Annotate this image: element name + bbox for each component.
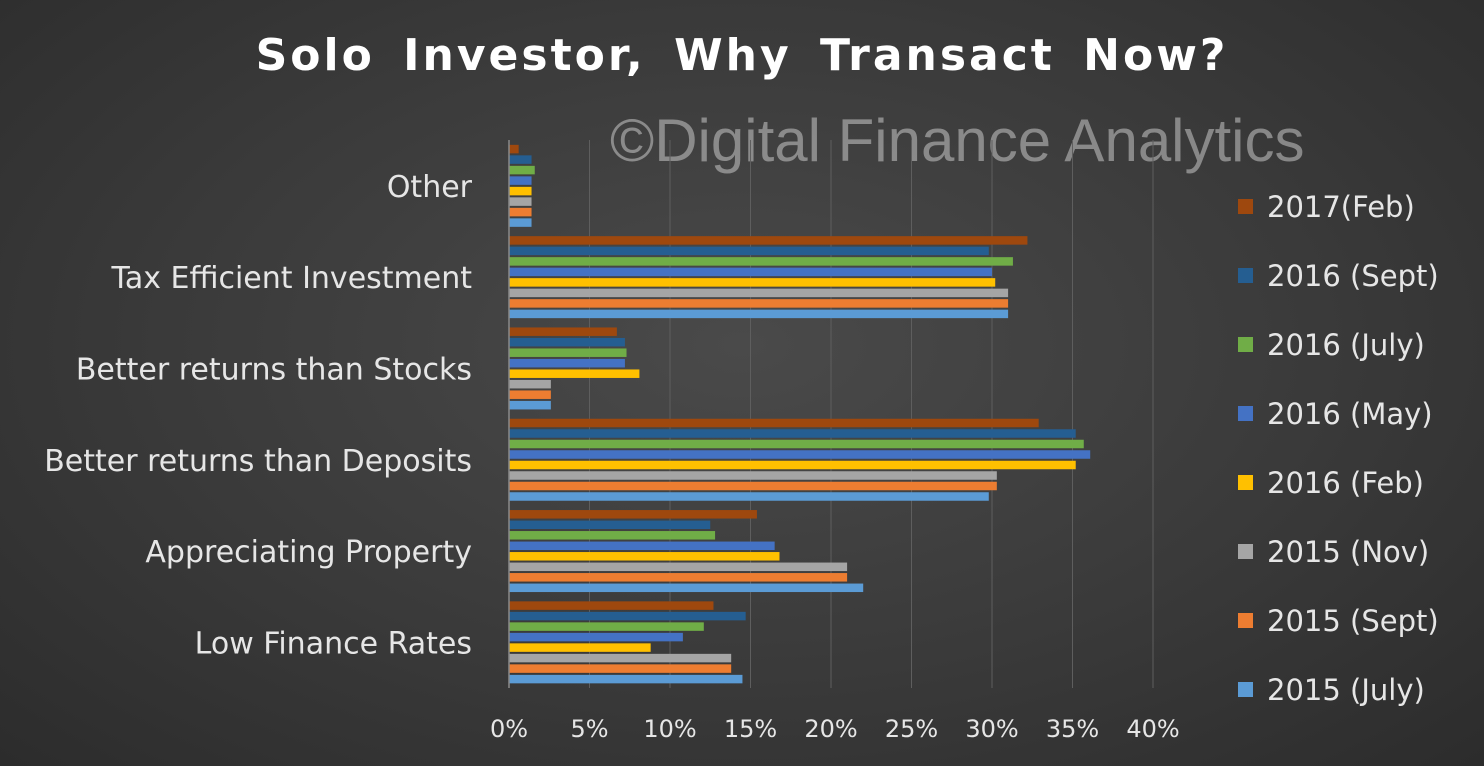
bar (509, 481, 997, 491)
bar (509, 450, 1091, 459)
bar (509, 622, 704, 631)
bar (509, 439, 1084, 449)
legend-label: 2017(Feb) (1267, 189, 1415, 224)
x-tick-label: 40% (1126, 715, 1179, 743)
watermark-text: ©Digital Finance Analytics (610, 107, 1305, 174)
legend-swatch (1238, 199, 1253, 214)
bar (509, 674, 743, 684)
legend-swatch (1238, 475, 1253, 490)
bar (509, 197, 532, 206)
bar (509, 429, 1076, 438)
legend-swatch (1238, 544, 1253, 559)
bar (509, 601, 714, 610)
bar (509, 358, 625, 368)
bar (509, 552, 780, 561)
legend-swatch (1238, 406, 1253, 421)
category-label: Better returns than Deposits (44, 444, 472, 479)
category-labels: Low Finance Rates Appreciating Property Be… (44, 170, 472, 661)
bar (509, 246, 989, 256)
legend-label: 2015 (Nov) (1267, 534, 1430, 569)
bar (509, 632, 683, 642)
bar (509, 176, 532, 185)
bar (509, 309, 1009, 319)
bar (509, 278, 996, 287)
bar (509, 653, 732, 663)
legend-swatch (1238, 337, 1253, 352)
bar (509, 165, 535, 175)
category-label: Tax Efficient Investment (110, 261, 472, 296)
bar (509, 492, 989, 501)
x-tick-label: 10% (643, 715, 696, 743)
legend-label: 2015 (Sept) (1267, 603, 1439, 638)
legend-swatch (1238, 268, 1253, 283)
bar (509, 520, 711, 530)
legend-label: 2016 (July) (1267, 327, 1425, 362)
bar (509, 207, 532, 217)
legend: 2017(Feb) 2016 (Sept) 2016 (July) 2016 (May… (1238, 172, 1439, 724)
bar (509, 288, 1009, 298)
legend-item: 2015 (Nov) (1238, 517, 1439, 586)
chart-title: Solo Investor, Why Transact Now? (255, 30, 1229, 81)
legend-item: 2015 (Sept) (1238, 586, 1439, 655)
legend-item: 2015 (July) (1238, 655, 1439, 724)
legend-label: 2016 (Sept) (1267, 258, 1439, 293)
bar (509, 144, 519, 154)
bar (509, 337, 625, 347)
bars (509, 144, 1091, 684)
bar (509, 369, 640, 378)
legend-item: 2017(Feb) (1238, 172, 1439, 241)
x-tick-labels: 0% 5% 10% 15% 20% 25% 30% 35% 40% (490, 715, 1180, 743)
legend-item: 2016 (July) (1238, 310, 1439, 379)
x-tick-label: 30% (965, 715, 1018, 743)
bar (509, 573, 848, 582)
category-label: Low Finance Rates (195, 626, 472, 661)
bar (509, 348, 627, 357)
bar (509, 257, 1013, 266)
legend-swatch (1238, 613, 1253, 628)
bar (509, 531, 716, 540)
x-tick-label: 15% (724, 715, 777, 743)
x-tick-label: 20% (804, 715, 857, 743)
gridlines (589, 140, 1154, 688)
legend-item: 2016 (Feb) (1238, 448, 1439, 517)
bar (509, 418, 1039, 428)
bar (509, 379, 551, 389)
bar (509, 583, 864, 593)
x-tick-label: 25% (885, 715, 938, 743)
legend-label: 2016 (May) (1267, 396, 1433, 431)
bar (509, 643, 651, 652)
category-label: Appreciating Property (145, 535, 472, 570)
bar (509, 541, 775, 551)
bar (509, 471, 997, 480)
category-label: Better returns than Stocks (76, 352, 472, 387)
legend-item: 2016 (Sept) (1238, 241, 1439, 310)
bar (509, 611, 746, 621)
legend-label: 2015 (July) (1267, 672, 1425, 707)
bar (509, 218, 532, 227)
bar (509, 400, 551, 410)
bar (509, 155, 532, 164)
bar (509, 186, 532, 196)
legend-swatch (1238, 682, 1253, 697)
bar (509, 327, 617, 336)
bar (509, 390, 551, 399)
legend-label: 2016 (Feb) (1267, 465, 1424, 500)
legend-item: 2016 (May) (1238, 379, 1439, 448)
bar (509, 299, 1009, 308)
bar (509, 460, 1076, 470)
x-tick-label: 0% (490, 715, 528, 743)
bar (509, 267, 992, 277)
x-tick-label: 35% (1046, 715, 1099, 743)
x-tick-label: 5% (570, 715, 608, 743)
bar (509, 236, 1028, 245)
category-label: Other (387, 170, 473, 205)
bar (509, 664, 732, 673)
bar (509, 510, 757, 519)
bar (509, 562, 848, 572)
